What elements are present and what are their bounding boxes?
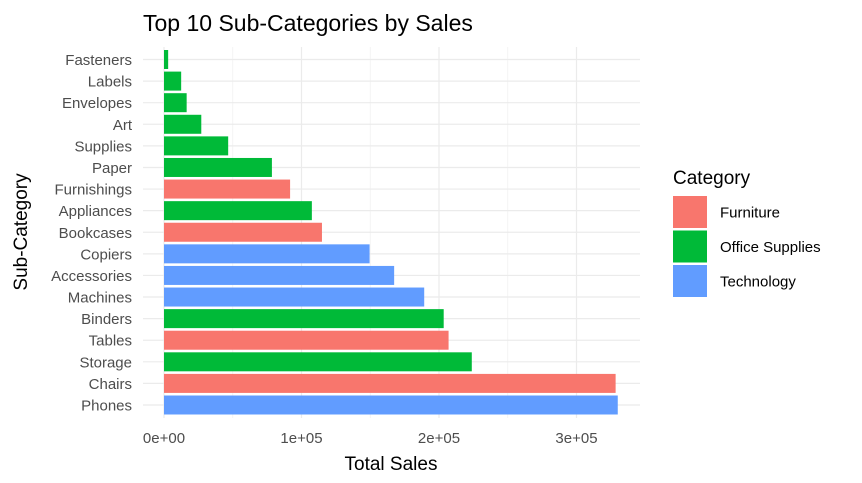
x-tick-label: 3e+05 <box>555 430 597 447</box>
legend-key-technology <box>673 265 707 297</box>
x-axis-title: Total Sales <box>345 454 438 475</box>
chart-title: Top 10 Sub-Categories by Sales <box>143 10 473 36</box>
bar-bookcases <box>164 222 322 242</box>
legend-key-office-supplies <box>673 230 707 263</box>
bar-machines <box>164 287 425 307</box>
y-axis-title: Sub-Category <box>11 173 32 291</box>
y-tick-label-supplies: Supplies <box>74 138 132 155</box>
legend-label-technology: Technology <box>720 274 796 291</box>
x-tick-label: 0e+00 <box>143 430 185 447</box>
y-tick-label-bookcases: Bookcases <box>59 225 132 242</box>
y-tick-label-binders: Binders <box>81 311 132 328</box>
bar-art <box>164 114 202 134</box>
bar-copiers <box>164 244 370 264</box>
y-tick-labels: Fasteners Labels Envelopes Art Supplies Paper… <box>51 52 133 415</box>
legend-title: Category <box>673 168 751 189</box>
x-tick-label: 1e+05 <box>280 430 322 447</box>
y-tick-label-art: Art <box>113 117 133 134</box>
bar-supplies <box>164 136 229 156</box>
x-tick-labels: 0e+00 1e+05 2e+05 3e+05 <box>143 430 598 447</box>
y-tick-label-machines: Machines <box>68 290 132 307</box>
y-tick-label-copiers: Copiers <box>80 246 132 263</box>
y-tick-label-fasteners: Fasteners <box>65 52 132 69</box>
legend-label-office-supplies: Office Supplies <box>720 239 821 256</box>
y-tick-label-labels: Labels <box>88 74 132 91</box>
legend: Category Furniture Office Supplies Technol… <box>673 168 821 297</box>
legend-key-furniture <box>673 196 707 228</box>
bar-appliances <box>164 201 312 221</box>
y-tick-label-furnishings: Furnishings <box>54 182 132 199</box>
y-tick-label-phones: Phones <box>81 398 132 415</box>
bar-chairs <box>164 373 616 393</box>
bar-paper <box>164 157 272 177</box>
bar-fasteners <box>164 50 169 69</box>
y-tick-label-accessories: Accessories <box>51 268 132 285</box>
bar-phones <box>164 395 618 415</box>
y-tick-label-paper: Paper <box>92 160 132 177</box>
bar-storage <box>164 352 472 372</box>
legend-label-furniture: Furniture <box>720 205 780 222</box>
bar-labels <box>164 71 182 91</box>
x-tick-label: 2e+05 <box>418 430 460 447</box>
bar-tables <box>164 330 449 350</box>
bar-binders <box>164 309 444 329</box>
bar-accessories <box>164 265 395 285</box>
y-tick-label-storage: Storage <box>79 354 132 371</box>
y-tick-label-appliances: Appliances <box>59 203 132 220</box>
y-tick-label-tables: Tables <box>89 333 132 350</box>
bars <box>164 50 618 415</box>
bar-furnishings <box>164 179 291 199</box>
y-tick-label-envelopes: Envelopes <box>62 95 132 112</box>
y-tick-label-chairs: Chairs <box>89 376 132 393</box>
bar-envelopes <box>164 93 187 113</box>
